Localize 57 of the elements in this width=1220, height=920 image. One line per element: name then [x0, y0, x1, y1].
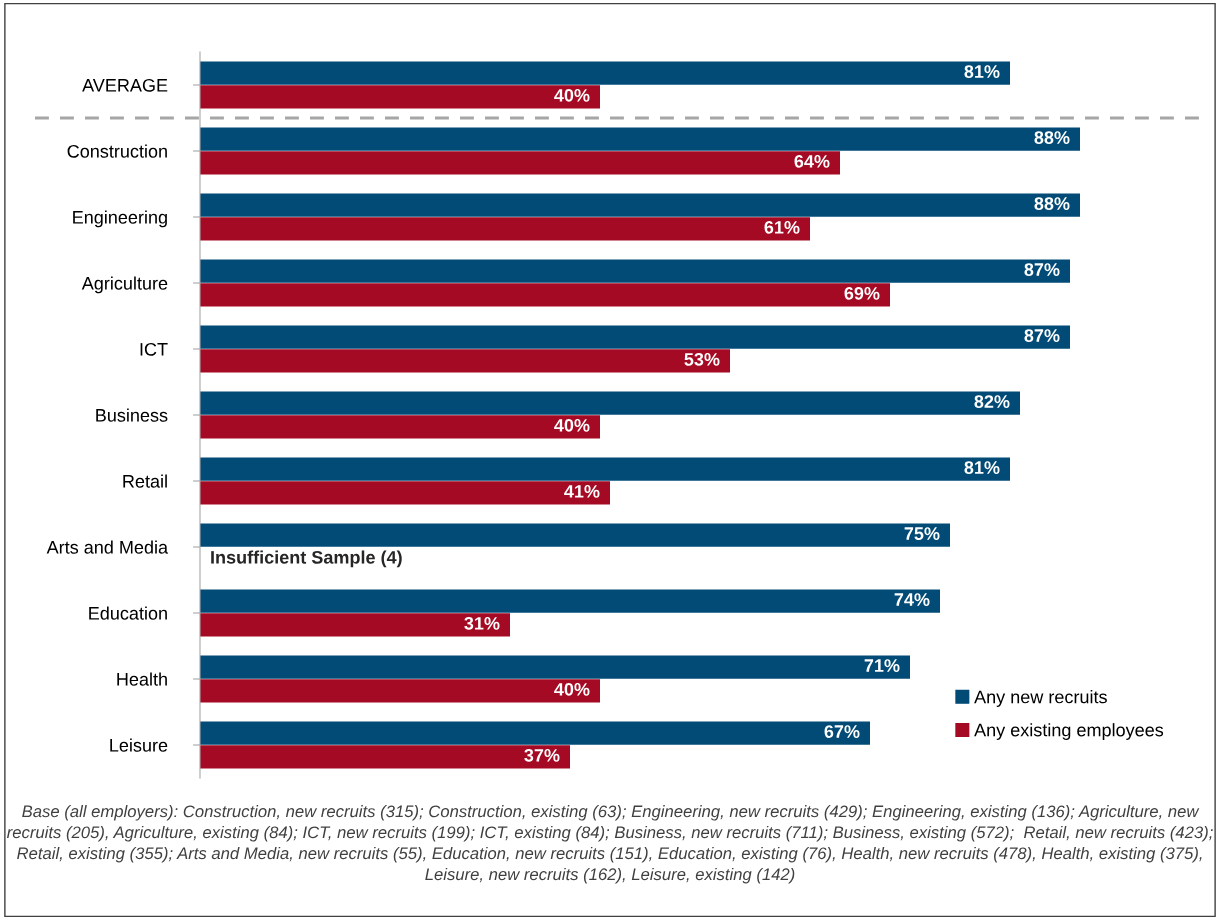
data-label: 67% — [824, 725, 860, 738]
annotation: Insufficient Sample (4) — [211, 550, 402, 568]
data-label: 82% — [974, 395, 1010, 408]
bar — [200, 679, 600, 703]
bar — [200, 613, 510, 637]
bar — [200, 151, 840, 175]
bar — [200, 481, 610, 505]
legend-label: Any existing employees — [974, 723, 1164, 740]
legend-label: Any new recruits — [974, 690, 1107, 707]
bar — [200, 523, 950, 547]
data-label: 88% — [1034, 197, 1070, 210]
data-label: 69% — [844, 286, 880, 300]
data-label: 40% — [554, 418, 590, 432]
data-label: 40% — [554, 88, 590, 102]
bar — [200, 721, 870, 745]
data-label: 87% — [1024, 263, 1060, 276]
data-label: 40% — [554, 682, 590, 696]
y-tick-label: ICT — [140, 342, 168, 356]
data-label: 87% — [1024, 329, 1060, 342]
y-tick-label: Education — [89, 606, 167, 620]
bar — [200, 745, 570, 769]
text: Base (all employers): Construction, new recruits (315); Construction, existing (63); Engineering, new recruits (429); Engineering, existing (136); Agriculture, new recruits (205), Agriculture, existing (84); ICT, new recruits (199); ICT, existing (84); Business, new recruits (711); Business, existing (572); Retail, new recruits (423); Retail, existing (355); Arts and Media, new recruits (55), Education, new recruits (151), Education, existing (76), Health, new recruits (478), Health, existing (375), Leisure, new recruits (162), Leisure, existing (142) — [6, 805, 1213, 884]
y-tick-label: Agriculture — [81, 276, 168, 294]
bar — [200, 283, 890, 307]
bar — [200, 457, 1010, 481]
data-label: 61% — [764, 220, 800, 234]
bar — [200, 391, 1020, 415]
data-label: 71% — [864, 659, 900, 672]
data-label: 31% — [464, 616, 500, 630]
bar — [200, 655, 910, 679]
y-tick-label: Health — [117, 672, 167, 686]
bar — [200, 85, 600, 109]
bar — [200, 127, 1080, 151]
y-tick-label: Construction — [67, 144, 167, 158]
bar — [200, 193, 1080, 217]
data-label: 37% — [524, 748, 560, 762]
data-label: 74% — [894, 593, 930, 606]
bar — [200, 259, 1070, 283]
y-tick-label: Retail — [123, 474, 167, 488]
data-label: 81% — [964, 461, 1000, 474]
data-label: 88% — [1034, 131, 1070, 144]
bar — [200, 349, 730, 373]
data-label: 75% — [904, 527, 940, 540]
bar — [200, 325, 1070, 349]
bar — [200, 415, 600, 439]
bar — [200, 61, 1010, 85]
y-tick-label: Leisure — [110, 738, 168, 752]
bar — [200, 589, 940, 613]
y-tick-label: AVERAGE — [82, 78, 168, 92]
data-label: 41% — [564, 484, 600, 498]
data-label: 64% — [794, 154, 830, 168]
bar — [200, 217, 810, 241]
y-tick-label: Arts and Media — [46, 540, 169, 554]
data-label: 81% — [964, 65, 1000, 78]
y-tick-label: Engineering — [73, 210, 167, 228]
y-tick-label: Business — [96, 408, 168, 422]
data-label: 53% — [684, 352, 720, 366]
